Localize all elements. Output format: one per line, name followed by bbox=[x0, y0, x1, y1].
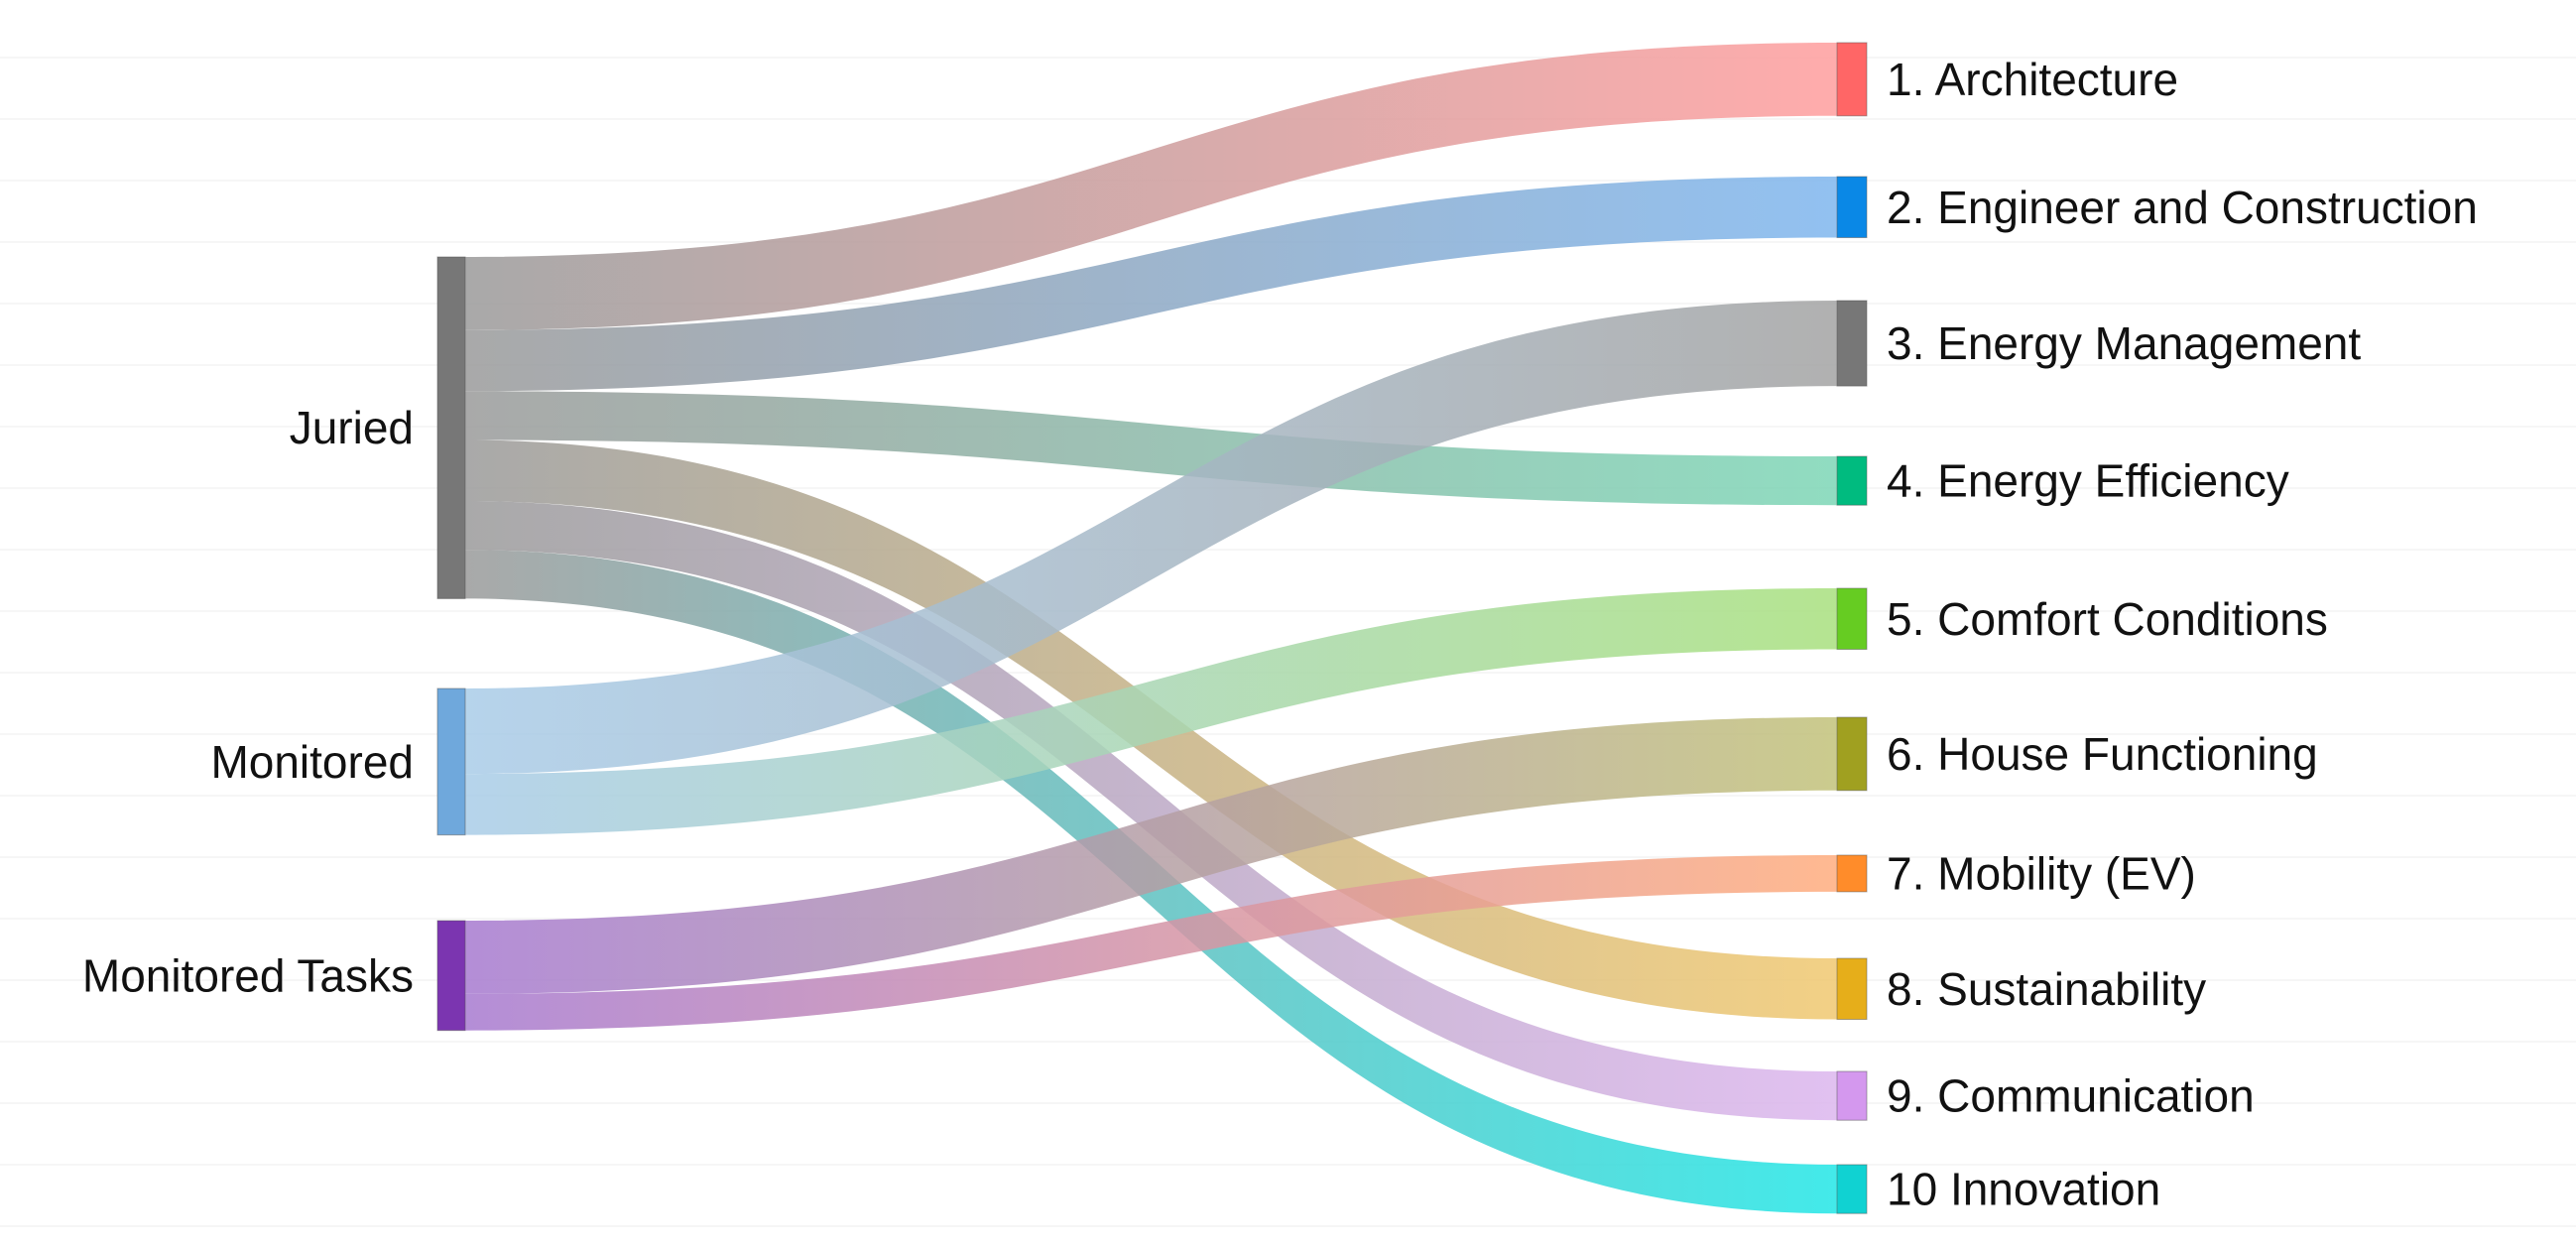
node-label-5-comfort-conditions: 5. Comfort Conditions bbox=[1887, 593, 2328, 645]
link-juried-t4[interactable] bbox=[465, 391, 1837, 506]
node-label-7-mobility-ev: 7. Mobility (EV) bbox=[1887, 847, 2196, 899]
link-layer bbox=[465, 43, 1837, 1214]
node-7-mobility-ev[interactable] bbox=[1836, 854, 1868, 893]
node-5-comfort-conditions[interactable] bbox=[1836, 587, 1868, 650]
node-monitored[interactable] bbox=[436, 688, 466, 836]
link-juried-t2[interactable] bbox=[465, 177, 1837, 392]
node-label-10-innovation: 10 Innovation bbox=[1887, 1164, 2160, 1215]
node-label-3-energy-management: 3. Energy Management bbox=[1887, 317, 2361, 369]
node-monitored-tasks[interactable] bbox=[436, 920, 466, 1032]
link-tasks-t6[interactable] bbox=[465, 717, 1837, 994]
link-monitored-t5[interactable] bbox=[465, 588, 1837, 835]
node-6-house-functioning[interactable] bbox=[1836, 716, 1868, 792]
node-layer bbox=[436, 42, 1868, 1214]
label-layer: Juried Monitored Monitored Tasks 1. Archite… bbox=[82, 54, 2478, 1215]
node-label-juried: Juried bbox=[290, 402, 414, 453]
node-label-8-sustainability: 8. Sustainability bbox=[1887, 963, 2206, 1015]
node-label-monitored-tasks: Monitored Tasks bbox=[82, 949, 414, 1001]
node-label-9-communication: 9. Communication bbox=[1887, 1070, 2255, 1122]
link-juried-t9[interactable] bbox=[465, 501, 1837, 1121]
node-3-energy-management[interactable] bbox=[1836, 300, 1868, 387]
node-10-innovation[interactable] bbox=[1836, 1164, 1868, 1214]
node-label-2-engineer-and-construction: 2. Engineer and Construction bbox=[1887, 182, 2478, 233]
node-8-sustainability[interactable] bbox=[1836, 957, 1868, 1020]
link-tasks-t7[interactable] bbox=[465, 855, 1837, 1031]
node-label-monitored: Monitored bbox=[210, 736, 414, 788]
node-9-communication[interactable] bbox=[1836, 1070, 1868, 1121]
link-juried-t1[interactable] bbox=[465, 43, 1837, 330]
node-2-engineer-and-construction[interactable] bbox=[1836, 176, 1868, 238]
node-label-6-house-functioning: 6. House Functioning bbox=[1887, 728, 2318, 780]
node-4-energy-efficiency[interactable] bbox=[1836, 455, 1868, 506]
link-monitored-t3[interactable] bbox=[465, 301, 1837, 775]
node-label-1-architecture: 1. Architecture bbox=[1887, 54, 2178, 105]
node-label-4-energy-efficiency: 4. Energy Efficiency bbox=[1887, 455, 2289, 507]
node-1-architecture[interactable] bbox=[1836, 42, 1868, 117]
node-juried[interactable] bbox=[436, 256, 466, 599]
